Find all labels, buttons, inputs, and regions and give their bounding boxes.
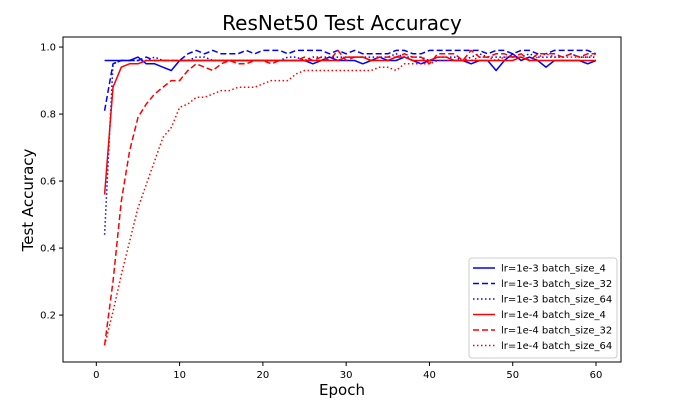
axes: 0 10 20 30 40 50 60 0.2 0.4 0.6 0.8 1.0	[40, 36, 622, 381]
x-tick-label: 40	[423, 370, 436, 381]
series-line-4	[103, 56, 596, 195]
chart-title: ResNet50 Test Accuracy	[222, 11, 462, 35]
series-line-2	[103, 49, 597, 111]
series-line-3	[103, 53, 596, 235]
x-tick-label: 60	[590, 370, 603, 381]
x-tick-label: 20	[257, 370, 270, 381]
legend-label-2: lr=1e-3 batch_size_32	[501, 279, 612, 290]
legend-label-4: lr=1e-4 batch_size_4	[501, 310, 606, 321]
x-tick-label: 10	[173, 370, 186, 381]
axes-frame	[62, 36, 622, 363]
y-tick-label: 1.0	[40, 43, 56, 54]
series-line-6	[103, 53, 597, 346]
legend-label-3: lr=1e-3 batch_size_64	[501, 295, 612, 306]
x-axis-label: Epoch	[319, 381, 365, 399]
x-tick-label: 50	[506, 370, 519, 381]
legend: lr=1e-3 batch_size_4 lr=1e-3 batch_size_3…	[468, 257, 618, 359]
plot-area	[103, 49, 597, 346]
legend-label-5: lr=1e-4 batch_size_32	[501, 326, 612, 337]
series-line-1	[104, 53, 597, 72]
x-tick-label: 0	[93, 370, 99, 381]
legend-box	[468, 257, 618, 359]
y-tick-label: 0.8	[40, 110, 56, 121]
y-axis-label: Test Accuracy	[19, 148, 37, 252]
y-tick-label: 0.4	[40, 244, 56, 255]
y-tick-label: 0.6	[40, 177, 56, 188]
legend-label-1: lr=1e-3 batch_size_4	[501, 264, 606, 275]
x-tick-label: 30	[340, 370, 353, 381]
y-tick-label: 0.2	[40, 311, 56, 322]
legend-label-6: lr=1e-4 batch_size_64	[501, 341, 612, 352]
